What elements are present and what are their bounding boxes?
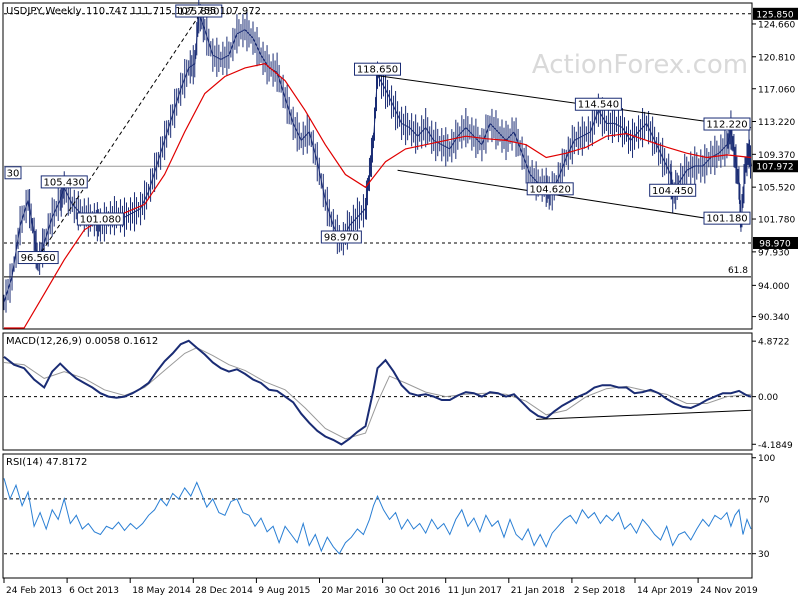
x-axis: 24 Feb 2013 6 Oct 2013 18 May 2014 28 Dec 2… xyxy=(3,578,758,596)
x-tick-label: 20 Mar 2016 xyxy=(322,586,379,596)
price-annotation: 30 xyxy=(7,168,20,179)
price-annotation-box xyxy=(703,211,751,225)
level-box xyxy=(753,160,798,173)
price-annotation-box xyxy=(649,183,697,197)
price-annotation-box xyxy=(175,4,223,18)
x-tick-label: 30 Oct 2016 xyxy=(385,586,441,596)
price-tick-label: 101.780 xyxy=(758,216,795,226)
x-tick-label: 18 May 2014 xyxy=(132,586,191,596)
price-annotation: 112.220 xyxy=(706,120,747,131)
rsi-tick-label: 70 xyxy=(758,495,770,505)
price-tick-label: 124.660 xyxy=(758,20,795,30)
price-lines xyxy=(3,0,752,329)
price-annotation-box xyxy=(574,97,622,111)
x-tick-label: 6 Oct 2013 xyxy=(69,586,119,596)
price-annotation-box xyxy=(354,62,401,76)
trendline xyxy=(33,15,200,264)
price-annotation-box xyxy=(76,212,124,226)
x-tick-label: 11 Jun 2017 xyxy=(448,586,502,596)
macd-lines xyxy=(3,339,752,446)
price-axis: 90.340 94.000 97.930 101.780 105.520 109.370 1… xyxy=(4,7,798,323)
price-annotation: 104.450 xyxy=(652,186,693,197)
price-panel xyxy=(2,2,753,330)
price-annotation-box xyxy=(703,117,751,131)
level-box xyxy=(753,236,798,249)
moving-average-series xyxy=(4,63,752,329)
level-label: 98.970 xyxy=(759,239,791,249)
price-tick-label: 120.810 xyxy=(758,53,795,63)
rsi-title: RSI(14) 47.8172 xyxy=(6,457,87,468)
price-annotation-box xyxy=(17,251,59,265)
symbol-label: USDJPY,Weekly xyxy=(6,6,82,17)
price-annotation-box xyxy=(4,166,22,180)
level-label: 107.972 xyxy=(756,163,793,173)
watermark: ActionForex.com xyxy=(532,50,748,80)
price-annotation-box xyxy=(40,175,88,189)
rsi-tick-label: 100 xyxy=(758,454,775,464)
price-tick-label: 105.520 xyxy=(758,184,795,194)
fibo-label: 61.8 xyxy=(728,266,748,276)
price-tick-label: 117.060 xyxy=(758,85,795,95)
macd-title: MACD(12,26,9) 0.0058 0.1612 xyxy=(6,336,158,347)
price-tick-label: 90.340 xyxy=(758,313,790,323)
price-annotation: 114.540 xyxy=(578,100,619,111)
price-tick-label: 94.000 xyxy=(758,282,790,292)
ohlc-values: 110.747 111.715 107.755 107.972 xyxy=(86,6,261,17)
macd-series xyxy=(3,339,752,446)
macd-tick-label: -4.1849 xyxy=(758,441,793,451)
x-tick-label: 9 Aug 2015 xyxy=(258,586,310,596)
x-tick-label: 24 Feb 2013 xyxy=(6,586,62,596)
price-annotation: 105.430 xyxy=(44,177,85,188)
level-label: 125.850 xyxy=(756,10,793,20)
macd-panel xyxy=(2,332,753,451)
level-box xyxy=(753,7,798,20)
price-annotation: 125.850 xyxy=(178,7,219,18)
x-tick-label: 28 Dec 2014 xyxy=(195,586,253,596)
macd-tick-label: 0.00 xyxy=(758,393,778,403)
price-annotation: 101.080 xyxy=(80,215,121,226)
price-trendlines xyxy=(33,15,752,264)
x-tick-label: 14 Apr 2019 xyxy=(637,586,693,596)
price-annotation: 104.620 xyxy=(530,184,571,195)
price-tick-label: 109.370 xyxy=(758,151,795,161)
price-tick-label: 97.930 xyxy=(758,248,790,258)
trendline xyxy=(397,169,744,225)
x-tick-label: 2 Sep 2018 xyxy=(574,586,626,596)
trendline xyxy=(377,75,752,129)
price-annotations: 30 105.430 101.080 96.560 125.850 118.650 98.9… xyxy=(4,4,751,265)
price-tick-label: 113.220 xyxy=(758,118,795,128)
x-tick-label: 24 Nov 2019 xyxy=(700,586,758,596)
rsi-lines xyxy=(3,478,752,555)
price-annotation: 118.650 xyxy=(357,65,398,76)
price-annotation-box xyxy=(526,182,574,196)
macd-axis: 4.8722 0.00 -4.1849 xyxy=(4,338,793,451)
rsi-panel xyxy=(2,453,753,579)
price-annotation: 98.970 xyxy=(324,232,359,243)
price-annotation: 101.180 xyxy=(706,214,747,225)
macd-trendline xyxy=(536,409,752,420)
price-annotation: 96.560 xyxy=(21,253,56,264)
x-tick-label: 21 Jan 2018 xyxy=(511,586,565,596)
rsi-axis: 100 70 30 xyxy=(4,454,775,560)
rsi-tick-label: 30 xyxy=(758,550,770,560)
macd-tick-label: 4.8722 xyxy=(758,338,790,348)
rsi-series xyxy=(3,478,752,555)
price-annotation-box xyxy=(320,230,362,244)
